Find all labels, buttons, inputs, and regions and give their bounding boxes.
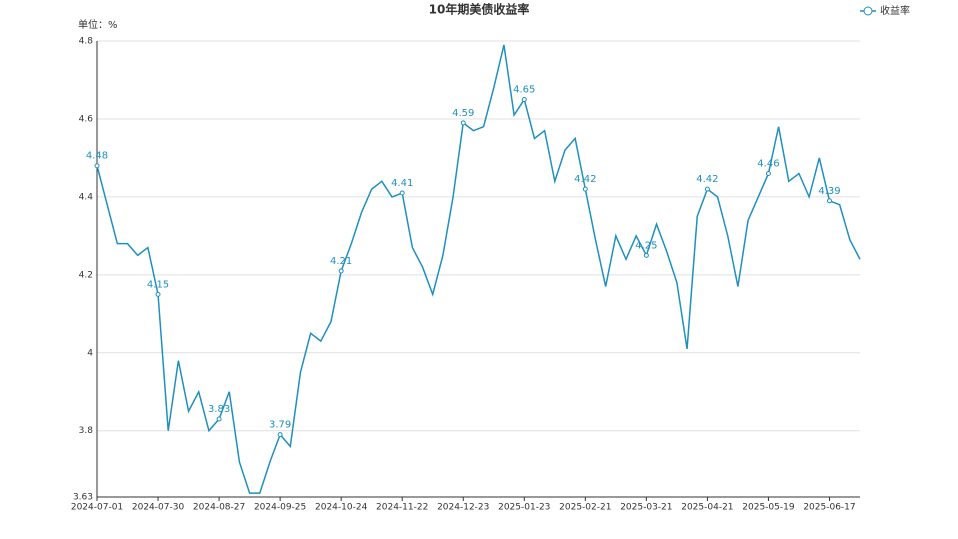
data-label: 4.42 bbox=[574, 174, 596, 185]
data-label: 4.21 bbox=[330, 256, 352, 267]
line bbox=[96, 44, 861, 494]
x-tick-label: 2024-08-27 bbox=[193, 503, 245, 513]
y-tick-label: 4.4 bbox=[79, 192, 94, 202]
data-label: 4.48 bbox=[86, 151, 108, 162]
x-tick-label: 2025-05-19 bbox=[742, 503, 795, 513]
data-label: 4.42 bbox=[696, 174, 718, 185]
y-tick-label: 4.6 bbox=[79, 114, 94, 124]
x-tick-label: 2024-10-24 bbox=[315, 503, 368, 513]
x-tick-label: 2025-02-21 bbox=[559, 503, 611, 513]
y-unit-label: 单位：% bbox=[78, 18, 118, 31]
chart-title: 10年期美债收益率 bbox=[429, 2, 530, 17]
x-tick-label: 2024-07-01 bbox=[71, 503, 123, 513]
data-label: 4.59 bbox=[452, 108, 474, 119]
data-label: 4.46 bbox=[757, 159, 779, 170]
x-tick-label: 2024-12-23 bbox=[437, 503, 489, 513]
point bbox=[277, 432, 283, 438]
x-tick-label: 2025-01-23 bbox=[498, 503, 550, 513]
data-label: 4.15 bbox=[147, 279, 169, 290]
data-label: 3.83 bbox=[208, 404, 230, 415]
point bbox=[460, 120, 466, 126]
y-tick-label: 3.63 bbox=[73, 493, 93, 503]
x-tick-label: 2024-11-22 bbox=[376, 503, 428, 513]
data-label: 4.65 bbox=[513, 84, 535, 95]
legend-label: 收益率 bbox=[880, 4, 910, 17]
y-tick-label: 4.2 bbox=[79, 270, 93, 280]
point bbox=[582, 186, 588, 192]
point bbox=[521, 96, 527, 102]
data-label: 3.79 bbox=[269, 420, 291, 431]
y-tick-label: 3.8 bbox=[79, 426, 94, 436]
y-tick-label: 4.8 bbox=[79, 37, 94, 47]
x-tick-label: 2025-04-21 bbox=[681, 503, 733, 513]
point bbox=[94, 163, 100, 169]
x-tick-label: 2024-09-25 bbox=[254, 503, 306, 513]
legend-symbol bbox=[863, 6, 873, 16]
point bbox=[216, 416, 222, 422]
x-tick-label: 2025-06-17 bbox=[803, 503, 855, 513]
y-tick-label: 4 bbox=[87, 348, 93, 358]
point bbox=[338, 268, 344, 274]
point bbox=[399, 190, 405, 196]
point bbox=[826, 198, 832, 204]
data-label: 4.39 bbox=[818, 186, 840, 197]
point bbox=[643, 252, 649, 258]
data-label: 4.25 bbox=[635, 240, 657, 251]
point bbox=[155, 291, 161, 297]
point bbox=[704, 186, 710, 192]
data-label: 4.41 bbox=[391, 178, 413, 189]
x-tick-label: 2025-03-21 bbox=[620, 503, 672, 513]
x-tick-label: 2024-07-30 bbox=[132, 503, 185, 513]
point bbox=[765, 171, 771, 177]
